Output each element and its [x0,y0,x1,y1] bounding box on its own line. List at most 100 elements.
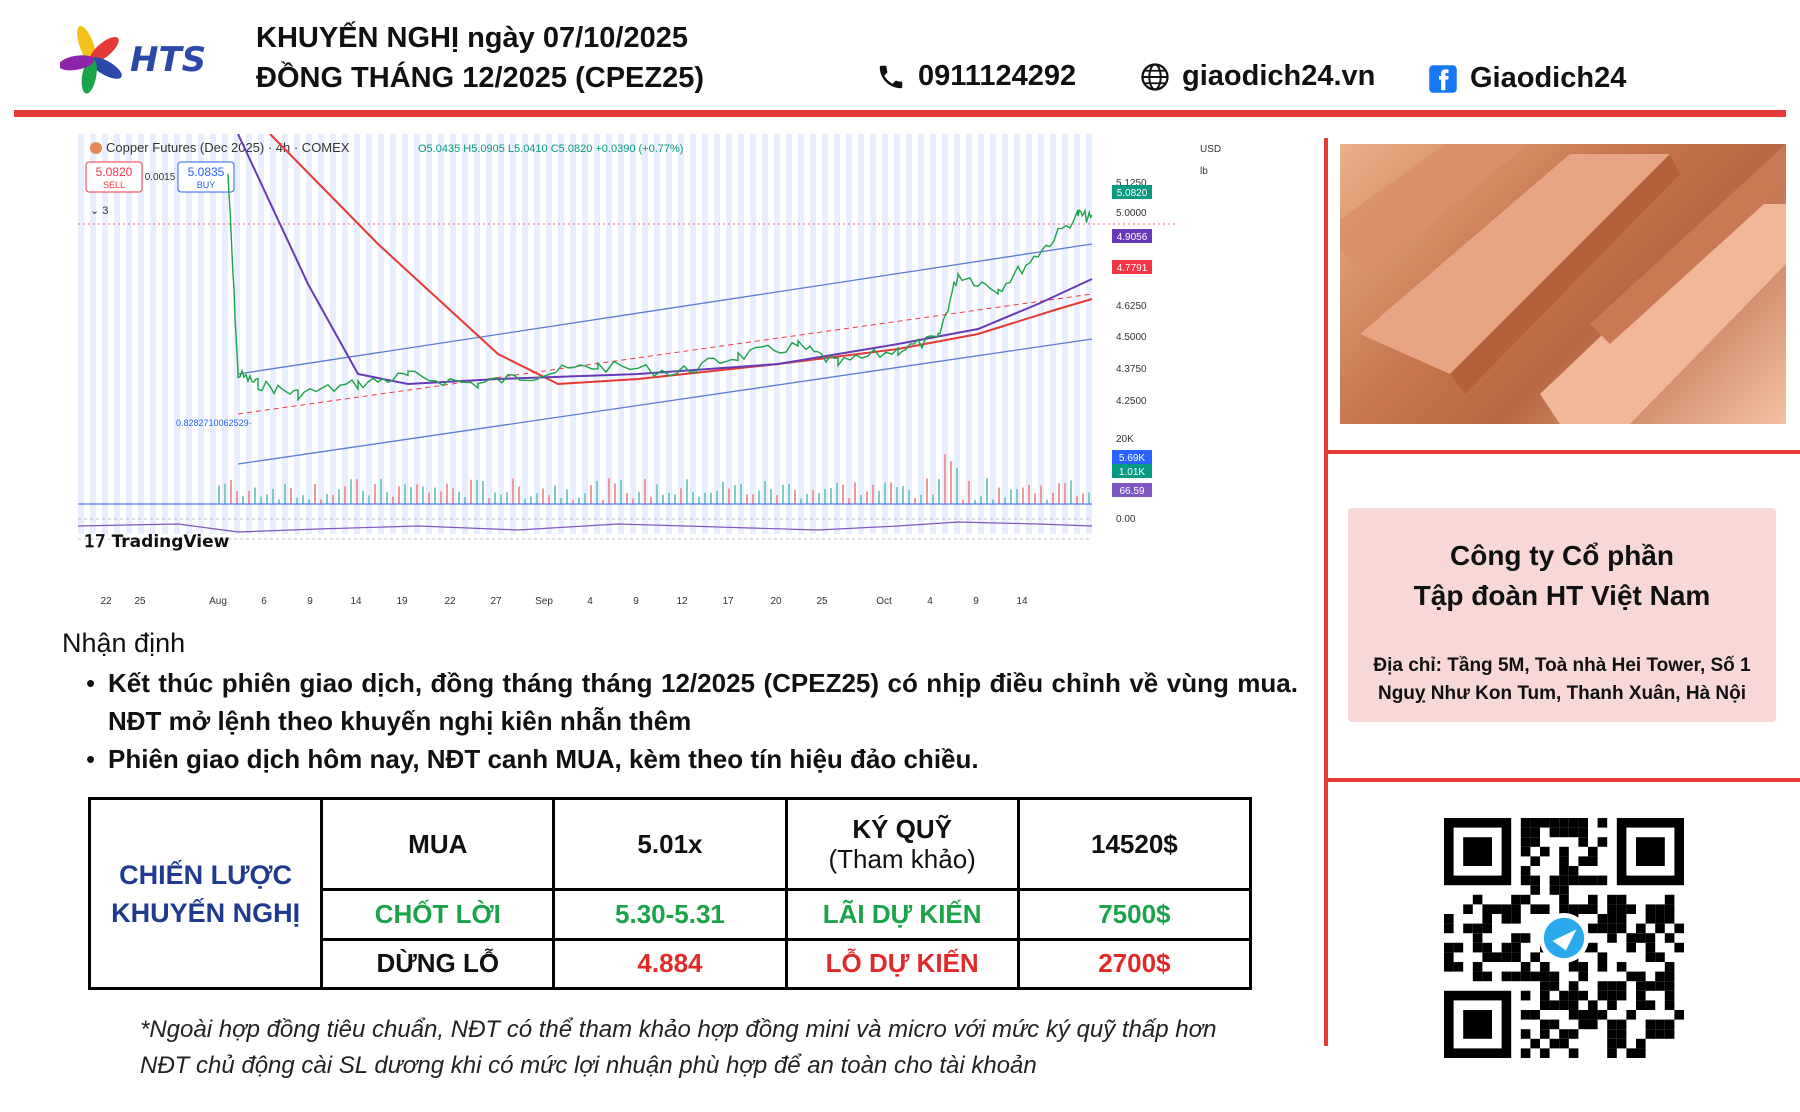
volume-bar [1016,489,1018,504]
time-tick: Sep [535,596,553,607]
take-profit-value: 5.30-5.31 [552,888,788,941]
volume-bar [224,483,226,504]
volume-bar [344,486,346,504]
analysis-bullet: Kết thúc phiên giao dịch, đồng tháng thá… [86,664,1298,740]
volume-bar [374,484,376,504]
volume-bar [734,485,736,504]
volume-bar [806,493,808,504]
volume-bar [866,491,868,504]
disclaimer-note: *Ngoài hợp đồng tiêu chuẩn, NĐT có thể t… [140,1016,1217,1079]
qr-code[interactable] [1444,818,1684,1058]
copper-bars-photo [1340,144,1786,424]
volume-bar [986,478,988,504]
margin-amount: 14520$ [1016,796,1253,892]
volume-bar [926,478,928,504]
volume-bar [740,483,742,504]
margin-label: KÝ QUỸ (Tham khảo) [784,796,1020,892]
volume-bar [260,496,262,504]
channel-lower [237,338,1093,465]
volume-bar [500,494,502,504]
volume-bar [1010,489,1012,504]
volume-bar [794,490,796,504]
volume-bar [272,488,274,504]
volume-bar [494,492,496,504]
facebook-contact[interactable]: Giaodich24 [1428,62,1626,95]
sell-button[interactable] [85,161,143,193]
globe-icon [1141,62,1169,91]
price-tick: 4.6250 [1116,301,1147,312]
volume-bar [518,486,520,504]
company-name-line1: Công ty Cổ phần [1450,540,1674,571]
fib-label: 0.8282710062529· [176,418,252,428]
volume-bar [1040,485,1042,504]
channel-upper [237,243,1093,375]
time-tick: 9 [307,596,313,607]
volume-bar [458,491,460,504]
volume-bar [392,496,394,504]
time-tick: 22 [100,596,112,607]
volume-bar [488,498,490,504]
time-tick: 27 [490,596,502,607]
chart-ohlc: O5.0435 H5.0905 L5.0410 C5.0820 +0.0390 … [418,143,683,155]
volume-bar [536,493,538,504]
volume-bar [560,498,562,504]
time-tick: 20 [770,596,782,607]
volume-bar [764,481,766,504]
price-badge [1112,229,1152,243]
volume-bar [686,479,688,504]
volume-bar [356,479,358,504]
volume-bar [380,478,382,504]
volume-bar [668,492,670,504]
volume-bar [1082,493,1084,504]
volume-bar [1052,492,1054,504]
ma-purple [237,134,1093,386]
price-badge [1112,464,1152,478]
volume-bar [944,454,946,504]
volume-bar [554,485,556,504]
volume-bar [998,487,1000,504]
buy-button[interactable] [177,161,235,193]
phone-icon [879,65,903,88]
company-card: Công ty Cổ phần Tập đoàn HT Việt Nam Địa… [1348,508,1776,722]
volume-bar [692,492,694,504]
time-tick: 6 [261,596,267,607]
volume-bar [890,482,892,504]
price-chart-screenshot: Copper Futures (Dec 2025) · 4h · COMEX O… [78,134,1248,628]
volume-bar [524,498,526,504]
volume-bar [236,491,238,504]
volume-bar [1022,487,1024,504]
buy-price-value: 5.01x [552,796,788,892]
volume-bar [758,490,760,504]
tradingview-watermark: 𝟣𝟩 TradingView [84,532,230,552]
volume-bar [1034,493,1036,504]
strategy-table: CHIẾN LƯỢC KHUYẾN NGHỊ MUA 5.01x KÝ QUỸ (T… [87,796,1253,991]
volume-bar [830,487,832,504]
time-axis: 22 25 Aug 6 9 14 19 22 27 Sep 4 9 12 17 20 25 Oct 4 9 14 [100,596,1028,607]
volume-bar [470,479,472,504]
price-badge-label: 5.0820 [1117,188,1148,199]
volume-bar [938,479,940,504]
indicator-toggle[interactable]: ⌄ 3 [90,205,108,217]
volume-bar [746,494,748,504]
phone-contact[interactable]: 0911124292 [876,60,1076,93]
price-badge-label: 5.69K [1119,453,1145,464]
volume-bar [476,479,478,504]
volume-bar [584,493,586,504]
volume-bar [506,492,508,504]
volume-bar [662,494,664,504]
unit-select[interactable]: lb [1200,166,1208,177]
website-contact[interactable]: giaodich24.vn [1140,60,1375,93]
volume-bar [452,488,454,504]
buy-action: MUA [320,796,556,892]
volume-bar [350,479,352,504]
volume-bar [338,489,340,504]
buy-label: BUY [197,180,216,190]
price-tick: 5.0000 [1116,208,1147,219]
time-tick: 25 [134,596,146,607]
copper-symbol-icon [90,142,102,154]
currency-select[interactable]: USD [1200,144,1221,155]
rsi-line [78,521,1093,533]
volume-bar [398,486,400,504]
volume-bar [608,478,610,504]
volume-bar [860,495,862,504]
